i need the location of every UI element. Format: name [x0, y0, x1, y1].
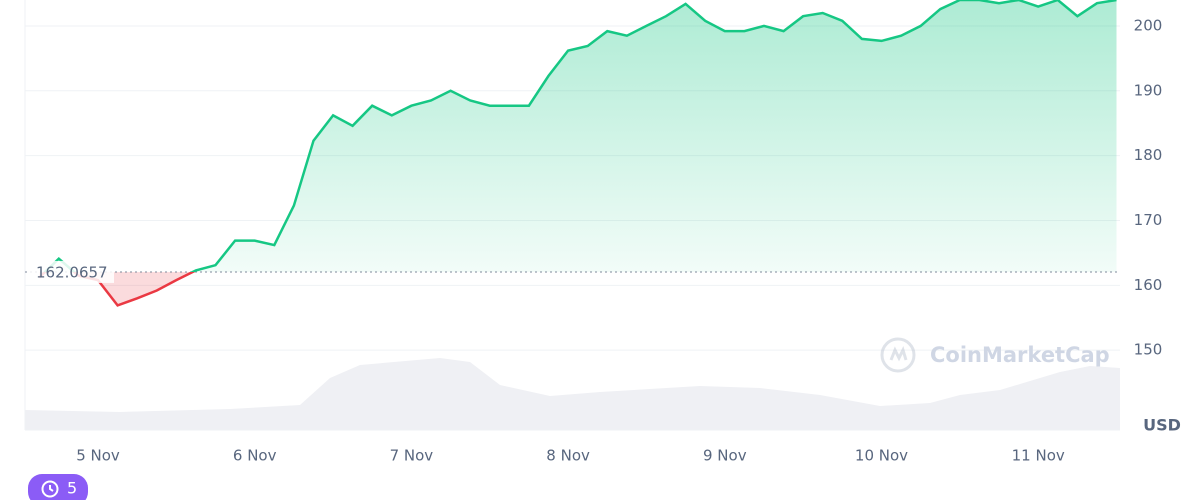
- history-badge[interactable]: 5: [28, 474, 88, 500]
- watermark-logo: [880, 337, 916, 373]
- y-tick-label: 150: [1134, 341, 1163, 359]
- badge-icon-hands: [49, 485, 54, 492]
- y-tick-label: 160: [1134, 276, 1163, 294]
- baseline-label-bg: [30, 260, 114, 283]
- y-tick-label: 190: [1134, 81, 1163, 99]
- y-tick-label: 180: [1134, 146, 1163, 164]
- price-line-up: [43, 0, 1117, 272]
- y-axis-unit: USD: [1143, 416, 1181, 435]
- badge-icon: [41, 480, 59, 498]
- area-down: [39, 271, 1117, 306]
- x-tick-label: 5 Nov: [76, 447, 120, 465]
- x-tick-label: 11 Nov: [1012, 447, 1065, 465]
- badge-count: 5: [67, 479, 77, 498]
- y-tick-label: 200: [1134, 16, 1163, 34]
- area-up: [45, 0, 1117, 272]
- x-tick-label: 6 Nov: [233, 447, 277, 465]
- watermark: CoinMarketCap: [930, 343, 1110, 367]
- y-tick-label: 170: [1134, 211, 1163, 229]
- x-tick-label: 10 Nov: [855, 447, 908, 465]
- x-tick-label: 7 Nov: [390, 447, 434, 465]
- x-tick-label: 8 Nov: [546, 447, 590, 465]
- x-tick-label: 9 Nov: [703, 447, 747, 465]
- baseline-label: 162.0657: [36, 263, 108, 281]
- volume-area: [25, 358, 1120, 430]
